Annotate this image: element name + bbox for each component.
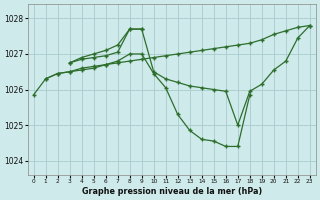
X-axis label: Graphe pression niveau de la mer (hPa): Graphe pression niveau de la mer (hPa)	[82, 187, 262, 196]
